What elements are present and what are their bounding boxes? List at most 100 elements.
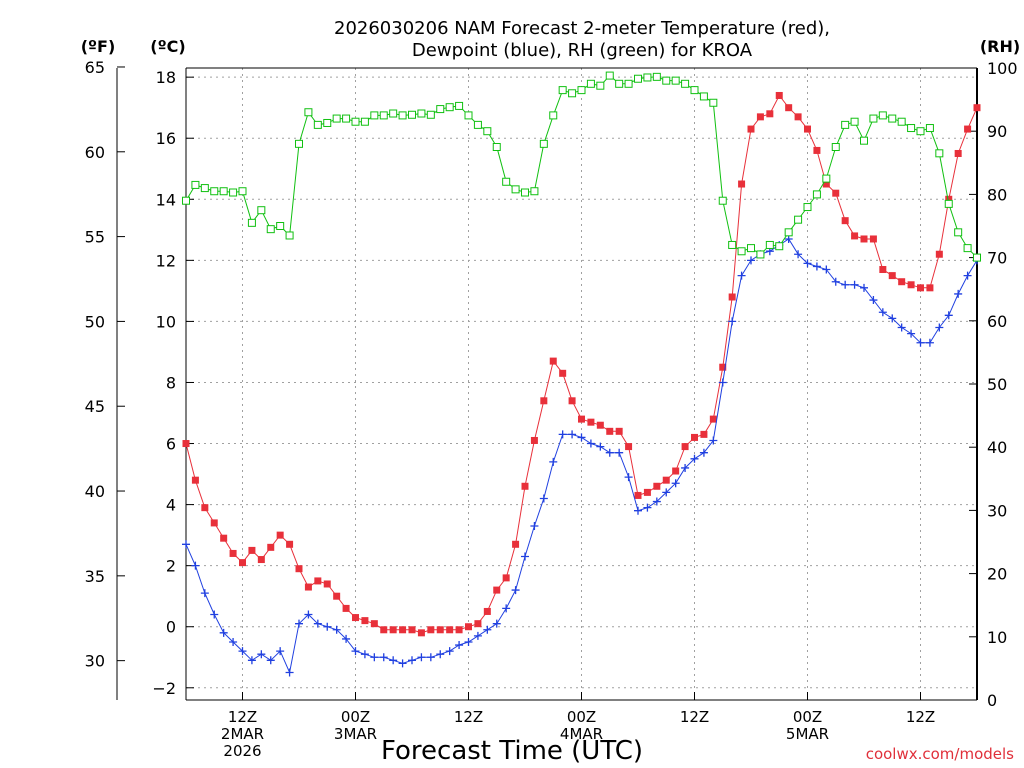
rh-point-66 — [803, 203, 812, 212]
fahrenheit-tick-label-1: 35 — [85, 567, 105, 586]
dewpoint-point-48 — [634, 506, 642, 515]
celsius-tick-label-5: 8 — [166, 373, 176, 392]
dewpoint-point-77 — [907, 329, 916, 338]
temperature-point-11 — [286, 540, 294, 548]
dewpoint-point-2 — [200, 589, 209, 598]
celsius-tick-label-7: 12 — [156, 251, 176, 270]
temperature-point-49 — [643, 488, 651, 496]
dewpoint-point-14 — [313, 619, 322, 628]
dewpoint-point-71 — [850, 280, 859, 289]
dewpoint-point-60 — [747, 256, 755, 265]
rh-point-34 — [502, 177, 511, 186]
temperature-point-61 — [756, 113, 764, 121]
rh-point-62 — [765, 240, 774, 249]
celsius-tick-label-2: 2 — [166, 557, 176, 576]
rh-point-49 — [643, 73, 652, 82]
dewpoint-point-21 — [379, 653, 388, 662]
temperature-point-5 — [229, 549, 237, 557]
rh-point-2 — [200, 184, 209, 193]
rh-tick-label-0: 0 — [987, 691, 997, 710]
rh-point-27 — [436, 105, 445, 114]
rh-point-51 — [662, 76, 671, 85]
dewpoint-point-56 — [709, 436, 718, 445]
dewpoint-point-46 — [615, 448, 624, 457]
temperature-point-68 — [822, 180, 830, 188]
dewpoint-point-81 — [944, 311, 953, 320]
temperature-point-18 — [352, 614, 359, 622]
dewpoint-line — [185, 238, 978, 675]
dewpoint-point-15 — [323, 622, 332, 631]
rh-tick-label-4: 40 — [987, 438, 1007, 457]
credit-label: coolwx.com/models — [866, 745, 1014, 763]
rh-point-47 — [624, 79, 633, 88]
temperature-point-36 — [521, 482, 529, 490]
celsius-tick-label-10: 18 — [156, 68, 176, 87]
rh-point-63 — [775, 242, 784, 251]
rh-point-81 — [944, 199, 953, 208]
fahrenheit-tick-label-4: 50 — [85, 312, 105, 331]
celsius-tick-label-4: 6 — [166, 435, 176, 454]
rh-tick-label-1: 10 — [987, 628, 1007, 647]
temperature-point-40 — [559, 369, 567, 377]
dewpoint-point-65 — [794, 250, 803, 259]
rh-point-41 — [568, 89, 577, 98]
chart-series — [182, 71, 981, 677]
x-tick-label-5-1: 5MAR — [786, 725, 829, 743]
dewpoint-point-30 — [464, 637, 473, 646]
rh-point-30 — [464, 111, 473, 120]
temperature-point-57 — [719, 363, 727, 371]
rh-point-11 — [285, 231, 294, 240]
temperature-point-8 — [257, 556, 265, 564]
rh-tick-label-5: 50 — [987, 375, 1007, 394]
dewpoint-point-29 — [455, 641, 464, 650]
dewpoint-point-73 — [869, 296, 878, 305]
temperature-point-3 — [210, 519, 218, 527]
rh-point-44 — [596, 81, 605, 90]
rh-point-25 — [417, 109, 426, 118]
temperature-point-62 — [766, 110, 774, 118]
temperature-point-23 — [399, 626, 407, 634]
rh-point-68 — [822, 174, 831, 183]
temperature-point-43 — [587, 418, 595, 426]
rh-point-12 — [295, 139, 303, 148]
rh-point-19 — [360, 117, 369, 126]
fahrenheit-tick-label-3: 45 — [85, 397, 105, 416]
temperature-point-6 — [239, 559, 246, 567]
dewpoint-point-76 — [897, 323, 906, 332]
rh-point-31 — [473, 120, 482, 129]
rh-unit-label: (RH) — [980, 37, 1020, 56]
temperature-point-17 — [342, 604, 350, 612]
temperature-point-32 — [483, 607, 491, 615]
temperature-point-72 — [860, 235, 868, 243]
rh-point-36 — [521, 188, 529, 197]
temperature-point-35 — [512, 540, 520, 548]
rh-point-52 — [671, 76, 680, 85]
dewpoint-point-18 — [351, 647, 360, 656]
rh-point-76 — [897, 117, 906, 126]
rh-point-72 — [860, 136, 868, 145]
temperature-point-74 — [879, 266, 887, 274]
rh-point-9 — [266, 225, 275, 234]
dewpoint-point-17 — [342, 634, 351, 643]
rh-point-53 — [681, 79, 690, 88]
temperature-point-42 — [578, 415, 585, 423]
dewpoint-point-32 — [483, 625, 492, 634]
rh-point-46 — [615, 79, 624, 88]
temperature-point-70 — [841, 217, 849, 225]
dewpoint-point-47 — [624, 473, 633, 482]
temperature-point-51 — [662, 476, 670, 484]
rh-point-3 — [210, 187, 219, 196]
rh-point-40 — [558, 86, 567, 95]
temperature-point-9 — [267, 543, 275, 551]
temperature-point-80 — [935, 250, 943, 258]
temperature-point-64 — [785, 104, 793, 112]
rh-point-56 — [709, 98, 718, 107]
dewpoint-point-44 — [596, 442, 605, 451]
dewpoint-point-24 — [408, 656, 416, 665]
dewpoint-point-82 — [954, 289, 963, 298]
celsius-tick-label-3: 4 — [166, 496, 176, 515]
temperature-point-37 — [530, 436, 538, 444]
temperature-point-82 — [954, 149, 962, 157]
dewpoint-point-45 — [605, 448, 614, 457]
temperature-point-48 — [634, 491, 642, 499]
